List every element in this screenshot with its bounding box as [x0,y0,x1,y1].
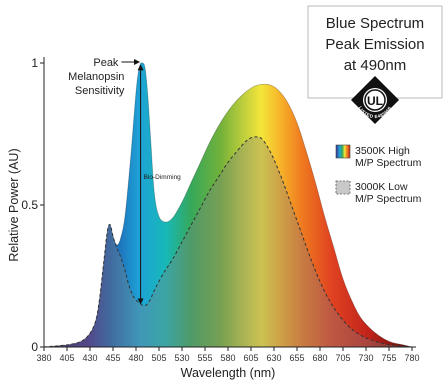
x-tick-label-630: 630 [266,353,281,363]
x-tick-label-405: 405 [59,353,74,363]
x-tick-label-380: 380 [36,353,51,363]
x-tick-label-755: 755 [381,353,396,363]
legend-label-3000k-line-2: M/P Spectrum [355,193,422,205]
legend-swatch-3000k [336,181,350,194]
callout-line-2: Peak Emission [325,36,424,53]
x-tick-label-580: 580 [220,353,235,363]
x-tick-label-730: 730 [358,353,373,363]
legend-swatch-3500k [336,145,350,158]
legend-label-3500k-line-1: 3500K High [355,145,410,157]
peak-label-line-1: Peak [93,57,119,69]
x-axis-title: Wavelength (nm) [181,366,276,380]
legend-label-3500k-line-2: M/P Spectrum [355,157,422,169]
legend: 3500K High M/P Spectrum 3000K Low M/P Sp… [336,145,422,205]
x-tick-label-430: 430 [82,353,97,363]
peak-label-line-2: Melanopsin [68,71,124,83]
callout-line-1: Blue Spectrum [326,15,424,32]
x-tick-label-680: 680 [312,353,327,363]
legend-label-3000k-line-1: 3000K Low [355,181,408,193]
y-tick-label-2: 1 [31,56,38,70]
bio-dimming-label: Bio-Dimming [144,174,182,181]
x-tick-label-455: 455 [105,353,120,363]
x-tick-label-780: 780 [404,353,419,363]
y-axis-title: Relative Power (AU) [7,148,21,261]
y-tick-label-0: 0 [31,340,38,354]
x-tick-label-480: 480 [128,353,143,363]
ul-logo-text: UL [367,94,383,108]
callout-line-3: at 490nm [344,57,407,74]
x-tick-label-505: 505 [151,353,166,363]
peak-label-line-3: Sensitivity [75,85,125,97]
x-tick-label-605: 605 [243,353,258,363]
x-tick-label-705: 705 [335,353,350,363]
y-tick-label-1: 0.5 [21,198,38,212]
x-tick-label-555: 555 [197,353,212,363]
x-tick-label-530: 530 [174,353,189,363]
x-tick-label-655: 655 [289,353,304,363]
